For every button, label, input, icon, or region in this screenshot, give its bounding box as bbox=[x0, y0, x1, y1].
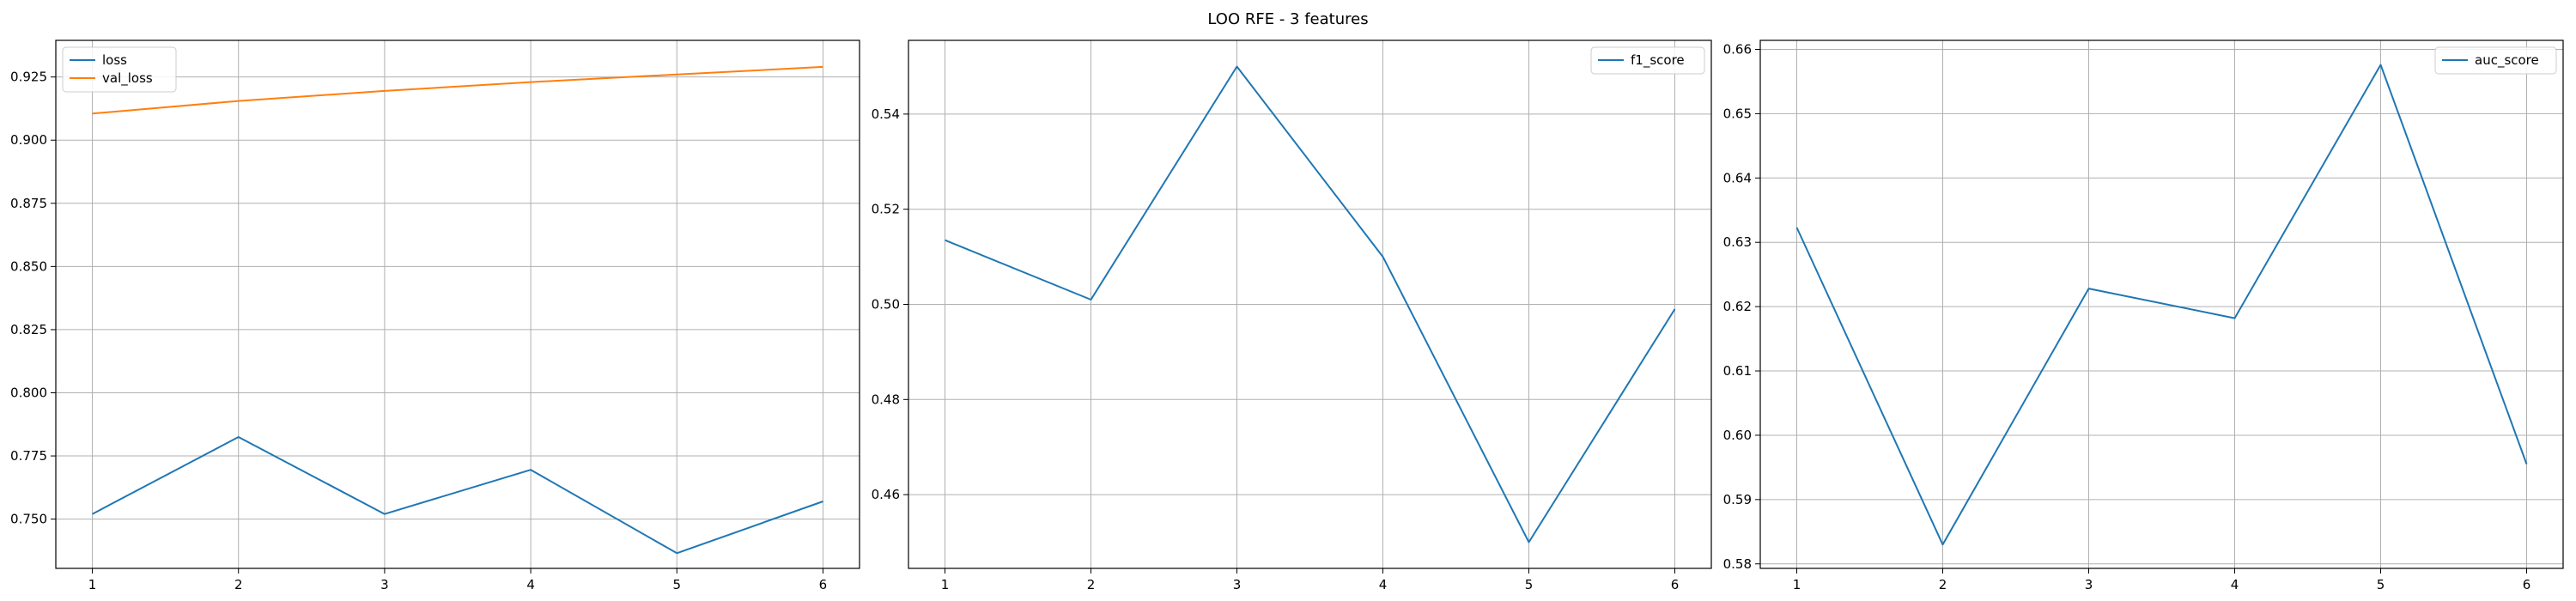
x-tick-label: 4 bbox=[2231, 577, 2239, 592]
x-tick-label: 6 bbox=[2523, 577, 2531, 592]
series-line-loss bbox=[92, 436, 823, 555]
legend-label-f1_score: f1_score bbox=[1631, 52, 1685, 69]
chart-panel-2: 1 2 3 4 5 6 0.46 0.48 0.50 0.52 0.54 f1_score bbox=[872, 39, 1712, 592]
y-tick-label: 0.64 bbox=[1723, 170, 1752, 185]
legend-label-val_loss: val_loss bbox=[102, 70, 153, 87]
y-tick-label: 0.50 bbox=[872, 297, 900, 313]
series-line-val_loss bbox=[92, 65, 823, 115]
x-tick-label: 5 bbox=[672, 577, 681, 592]
y-tick-label: 0.850 bbox=[10, 258, 47, 274]
legend-box bbox=[62, 46, 177, 93]
axes-frame bbox=[1759, 39, 2564, 569]
legend: loss val_loss bbox=[62, 46, 177, 93]
y-tick-label: 0.58 bbox=[1723, 556, 1752, 572]
x-tick-label: 2 bbox=[1939, 577, 1947, 592]
y-tick-label: 0.800 bbox=[10, 385, 47, 400]
legend-box bbox=[2434, 46, 2557, 75]
y-tick-label: 0.52 bbox=[872, 202, 900, 217]
legend: f1_score bbox=[1590, 46, 1705, 75]
y-tick-label: 0.875 bbox=[10, 196, 47, 211]
x-tick-label: 1 bbox=[1793, 577, 1801, 592]
x-tick-label: 4 bbox=[526, 577, 535, 592]
x-tick-label: 5 bbox=[1525, 577, 1534, 592]
x-tick-label: 4 bbox=[1379, 577, 1388, 592]
chart-panel-3: 1 2 3 4 5 6 0.58 0.59 0.60 0.61 0.62 0.63 0.64 0.65 0.… bbox=[1723, 39, 2564, 592]
y-tick-label: 0.59 bbox=[1723, 492, 1752, 507]
x-tick-label: 3 bbox=[1233, 577, 1242, 592]
series-line-auc_score bbox=[1795, 64, 2528, 546]
y-tick-label: 0.61 bbox=[1723, 363, 1752, 379]
charts-container: 1 2 3 4 5 6 0.750 0.775 0.800 0.825 0.850 0.875 0.90… bbox=[10, 39, 2564, 592]
y-tick-label: 0.750 bbox=[10, 512, 47, 527]
legend-label-auc_score: auc_score bbox=[2475, 52, 2539, 69]
x-tick-label: 3 bbox=[380, 577, 389, 592]
y-tick-label: 0.775 bbox=[10, 448, 47, 464]
x-tick-label: 3 bbox=[2085, 577, 2093, 592]
y-tick-label: 0.63 bbox=[1723, 234, 1752, 250]
x-tick-label: 6 bbox=[1671, 577, 1680, 592]
x-tick-label: 2 bbox=[1087, 577, 1096, 592]
legend: auc_score bbox=[2434, 46, 2557, 75]
x-tick-label: 1 bbox=[941, 577, 950, 592]
x-tick-label: 1 bbox=[88, 577, 97, 592]
x-tick-label: 6 bbox=[819, 577, 828, 592]
y-tick-label: 0.54 bbox=[872, 106, 900, 122]
y-tick-label: 0.65 bbox=[1723, 106, 1752, 121]
axes-frame bbox=[55, 39, 860, 569]
legend-label-loss: loss bbox=[102, 52, 127, 68]
y-tick-label: 0.48 bbox=[872, 392, 900, 407]
y-tick-label: 0.46 bbox=[872, 487, 900, 502]
y-tick-label: 0.925 bbox=[10, 70, 47, 85]
legend-box bbox=[1590, 46, 1705, 75]
y-tick-label: 0.900 bbox=[10, 132, 47, 148]
figure-title: LOO RFE - 3 features bbox=[1207, 10, 1368, 28]
series-line-f1_score bbox=[945, 65, 1676, 543]
axes-frame bbox=[908, 39, 1712, 569]
x-tick-label: 2 bbox=[234, 577, 243, 592]
y-tick-label: 0.60 bbox=[1723, 428, 1752, 443]
y-tick-label: 0.825 bbox=[10, 322, 47, 337]
y-tick-label: 0.66 bbox=[1723, 41, 1752, 57]
x-tick-label: 5 bbox=[2377, 577, 2385, 592]
chart-panel-1: 1 2 3 4 5 6 0.750 0.775 0.800 0.825 0.850 0.875 0.90… bbox=[10, 39, 860, 592]
y-tick-label: 0.62 bbox=[1723, 299, 1752, 314]
